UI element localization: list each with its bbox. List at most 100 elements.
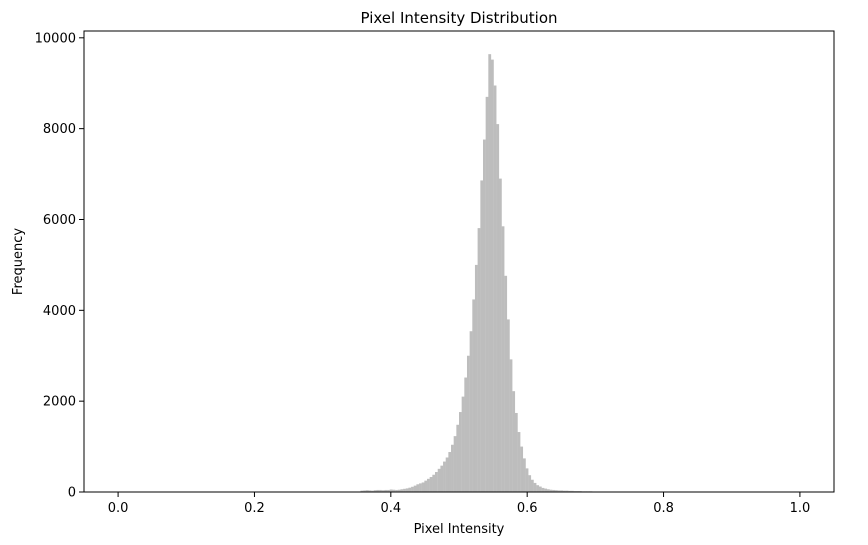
histogram-bar: [461, 396, 465, 492]
histogram-bar: [376, 489, 380, 492]
histogram-bar: [546, 489, 550, 492]
histogram-bar: [530, 479, 534, 492]
histogram-bar: [514, 412, 518, 492]
histogram-bar: [557, 490, 561, 492]
y-tick-label: 8000: [43, 122, 76, 137]
histogram-bar: [400, 489, 404, 492]
histogram-bar: [397, 489, 401, 492]
histogram-bar: [549, 489, 553, 492]
x-tick-label: 1.0: [790, 501, 811, 516]
histogram-bar: [504, 275, 508, 492]
histogram-bar: [498, 178, 502, 493]
histogram-bar: [395, 489, 398, 492]
y-axis-label: Frequency: [11, 228, 26, 295]
histogram-bar: [568, 490, 572, 492]
histogram-bar: [405, 488, 409, 492]
histogram-bar: [552, 489, 556, 492]
histogram-bar: [464, 377, 468, 492]
histogram-bar: [541, 487, 545, 492]
histogram-bar: [480, 180, 484, 492]
chart-title: Pixel Intensity Distribution: [360, 9, 557, 27]
histogram-bar: [411, 486, 414, 492]
histogram-bar: [477, 228, 481, 492]
histogram-bar: [429, 477, 433, 492]
histogram-bar: [387, 489, 390, 492]
histogram-bar: [379, 489, 382, 492]
histogram-bar: [440, 465, 444, 492]
histogram-bar: [570, 490, 574, 492]
histogram-bar: [488, 54, 492, 492]
histogram-bar: [368, 490, 372, 492]
y-tick-label: 2000: [43, 395, 76, 410]
axes: 0.0 0.2 0.4 0.6 0.8 1.0 0 2000 4000 6000 8000 10000: [35, 30, 835, 516]
histogram-bar: [538, 486, 542, 492]
histogram-bar: [416, 484, 420, 492]
y-tick-label: 4000: [43, 304, 76, 319]
histogram-bar: [363, 490, 366, 492]
histogram-bar: [536, 485, 540, 492]
histogram-bar: [544, 488, 548, 492]
histogram-bar: [483, 139, 486, 493]
histogram-bar: [525, 468, 529, 492]
x-tick-label: 0.4: [380, 501, 401, 516]
x-axis-label: Pixel Intensity: [414, 522, 505, 537]
histogram-bar: [517, 432, 521, 492]
histogram-bar: [419, 483, 422, 492]
histogram-bar: [474, 264, 478, 492]
y-tick-label: 0: [68, 486, 76, 501]
histogram-bar: [371, 490, 374, 492]
histogram-bar: [365, 490, 369, 492]
histogram-bar: [384, 489, 388, 492]
histogram-bar: [453, 436, 457, 492]
histogram-bar: [469, 331, 473, 492]
histogram-bar: [373, 490, 377, 492]
histogram-bar: [451, 444, 454, 492]
histogram-bar: [522, 458, 526, 492]
histogram-bar: [509, 359, 513, 492]
histogram-bar: [562, 490, 566, 492]
histogram-bar: [466, 355, 470, 492]
histogram-bar: [360, 490, 364, 492]
histogram-bar: [421, 482, 425, 492]
x-tick-label: 0.0: [108, 501, 129, 516]
histogram-bar: [413, 485, 417, 492]
histogram-bar: [490, 59, 494, 493]
histogram-bar: [520, 446, 524, 492]
histogram-bar: [512, 391, 516, 492]
histogram-bar: [381, 490, 385, 492]
x-tick-label: 0.6: [517, 501, 538, 516]
histogram-bar: [408, 487, 412, 492]
histogram-bar: [403, 488, 406, 492]
histogram-bar: [472, 299, 476, 492]
histogram-bar: [389, 489, 393, 492]
histogram-bar: [533, 482, 537, 492]
y-tick-label: 6000: [43, 213, 76, 228]
x-tick-label: 0.2: [244, 501, 265, 516]
plot-frame: [83, 30, 835, 493]
y-tick-label: 10000: [35, 31, 76, 46]
histogram-bar: [432, 474, 436, 492]
histogram-bar: [392, 489, 396, 492]
histogram-bar: [493, 85, 497, 492]
histogram-bar: [424, 480, 428, 492]
histogram-bar: [560, 490, 563, 492]
histogram-bar: [445, 457, 449, 492]
histogram-bar: [496, 124, 500, 493]
histogram-bar: [437, 468, 441, 492]
histogram-bar: [448, 452, 452, 492]
histogram-bar: [456, 424, 460, 492]
histogram-bar: [528, 475, 532, 492]
histogram-bar: [506, 319, 510, 492]
histogram-bar: [427, 478, 430, 492]
histogram-bar: [501, 226, 505, 493]
histogram-bars: [360, 54, 603, 493]
histogram-bar: [443, 461, 446, 492]
histogram-bar: [565, 490, 569, 492]
histogram-bar: [485, 96, 489, 493]
histogram-bar: [435, 472, 438, 492]
x-tick-label: 0.8: [653, 501, 674, 516]
histogram-bar: [554, 490, 558, 492]
histogram-bar: [459, 412, 462, 492]
